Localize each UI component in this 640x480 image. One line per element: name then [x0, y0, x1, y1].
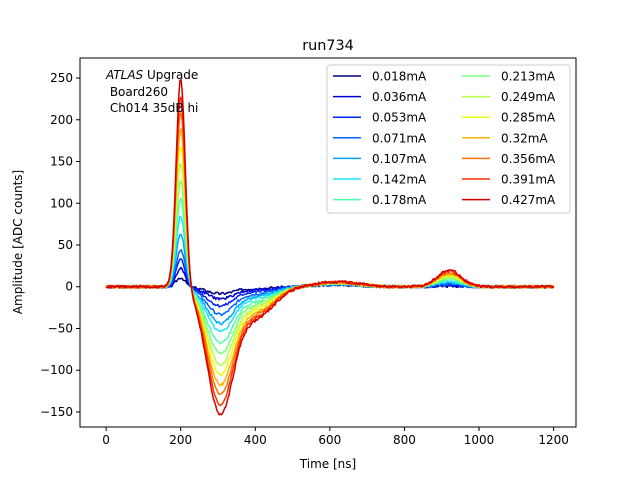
- x-tick-label: 400: [244, 433, 267, 447]
- series-line-0.427mA: [105, 78, 555, 416]
- legend-label: 0.071mA: [372, 131, 427, 145]
- x-axis-ticks: 0 200 400 600 800 1000 1200: [102, 427, 569, 447]
- y-tick-label: −150: [40, 405, 73, 419]
- series-layer: [105, 78, 555, 416]
- legend-label: 0.285mA: [501, 111, 556, 125]
- plot-area: [105, 78, 555, 416]
- legend-label: 0.249mA: [501, 90, 556, 104]
- legend-frame: [326, 64, 571, 214]
- annotation-line-2: Board260: [106, 85, 168, 99]
- x-tick-label: 0: [102, 433, 110, 447]
- y-tick-label: −100: [40, 363, 73, 377]
- plot-frame: [79, 57, 577, 428]
- x-axis-label: Time [ns]: [299, 457, 356, 471]
- legend-label: 0.018mA: [372, 70, 427, 84]
- legend-label: 0.178mA: [372, 193, 427, 207]
- legend-label: 0.213mA: [501, 70, 556, 84]
- x-tick-label: 600: [318, 433, 341, 447]
- legend-label: 0.32mA: [501, 131, 548, 145]
- x-tick-label: 1200: [538, 433, 569, 447]
- y-tick-label: 200: [50, 113, 73, 127]
- y-tick-label: 0: [65, 280, 73, 294]
- legend-label: 0.356mA: [501, 152, 556, 166]
- x-tick-label: 200: [169, 433, 192, 447]
- annotation-upgrade: Upgrade: [143, 68, 198, 82]
- legend-label: 0.107mA: [372, 152, 427, 166]
- legend-label: 0.427mA: [501, 193, 556, 207]
- y-tick-label: 250: [50, 71, 73, 85]
- y-tick-label: 50: [58, 238, 73, 252]
- legend-label: 0.053mA: [372, 111, 427, 125]
- x-tick-label: 800: [393, 433, 416, 447]
- annotation-line-3: Ch014 35dB hi: [106, 101, 198, 115]
- y-tick-label: 100: [50, 196, 73, 210]
- y-axis-ticks: −150 −100 −50 0 50 100 150 200 250: [40, 71, 80, 419]
- y-tick-label: −50: [48, 321, 73, 335]
- legend-label: 0.391mA: [501, 173, 556, 187]
- annotation-atlas: ATLAS: [105, 68, 144, 82]
- legend: 0.018mA 0.036mA 0.053mA 0.071mA 0.107mA 0.142…: [326, 64, 571, 214]
- legend-label: 0.142mA: [372, 173, 427, 187]
- y-tick-label: 150: [50, 155, 73, 169]
- y-axis-label: Amplitude [ADC counts]: [11, 170, 25, 314]
- x-tick-label: 1000: [464, 433, 495, 447]
- annotation-block: ATLAS Upgrade Board260 Ch014 35dB hi: [105, 68, 198, 115]
- annotation-line-1: ATLAS Upgrade: [105, 68, 198, 82]
- legend-label: 0.036mA: [372, 90, 427, 104]
- chart-title: run734: [302, 38, 354, 54]
